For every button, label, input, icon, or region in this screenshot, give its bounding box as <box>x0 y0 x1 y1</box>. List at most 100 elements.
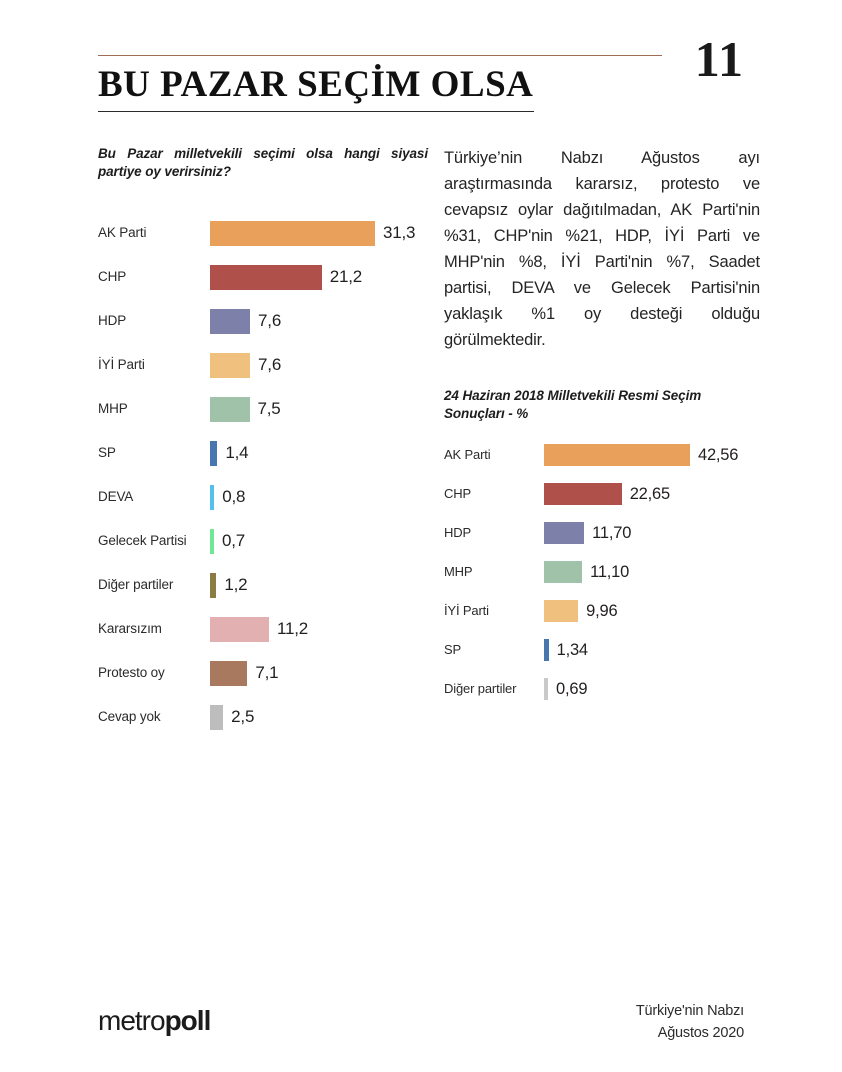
bar-category-label: HDP <box>444 524 471 540</box>
bar-track: 21,2 <box>210 264 428 290</box>
bar-track: 7,6 <box>210 308 428 334</box>
bar-category-label: AK Parti <box>98 225 147 240</box>
bar-category-label: SP <box>444 641 462 657</box>
chart-row: AK Parti 42,56 <box>444 435 760 474</box>
page-number: 11 <box>694 31 744 87</box>
bar-category-label: Kararsızım <box>98 621 162 636</box>
bar-category-label: CHP <box>444 485 471 501</box>
bar-value-label: 7,1 <box>255 663 279 682</box>
bar-track: 7,1 <box>210 660 428 686</box>
bar <box>210 616 270 642</box>
bar <box>210 704 224 730</box>
bar-track: 42,56 <box>544 443 760 466</box>
bar-value-label: 21,2 <box>329 267 363 286</box>
bar <box>544 677 548 700</box>
chart-row: AK Parti 31,3 <box>98 211 428 255</box>
bar-value-label: 1,34 <box>556 640 589 659</box>
chart-row: İYİ Parti 7,6 <box>98 343 428 387</box>
bar-value-label: 11,2 <box>277 619 309 638</box>
chart-row: Diğer partiler 0,69 <box>444 669 760 708</box>
left-column: Bu Pazar milletvekili seçimi olsa hangi … <box>98 145 428 739</box>
chart-row: HDP 11,70 <box>444 513 760 552</box>
bar-category-label: HDP <box>98 313 127 328</box>
bar-value-label: 0,69 <box>556 679 588 698</box>
bar-value-label: 11,70 <box>592 523 632 542</box>
bar-track: 7,5 <box>210 396 428 422</box>
footer-note: Türkiye'nin Nabzı Ağustos 2020 <box>636 1000 744 1044</box>
bar-value-label: 0,8 <box>222 487 246 506</box>
bar-category-label: SP <box>98 445 116 460</box>
chart-row: DEVA 0,8 <box>98 475 428 519</box>
bar-category-label: MHP <box>98 401 128 416</box>
bar <box>210 484 215 510</box>
bar-category-label: Cevap yok <box>98 709 161 724</box>
metropoll-logo: metropoll <box>98 1004 212 1038</box>
right-column: Türkiye’nin Nabzı Ağustos ayı araştırmas… <box>444 145 760 708</box>
logo-prefix: metro <box>98 1005 166 1036</box>
bar-category-label: CHP <box>98 269 127 284</box>
chart-row: İYİ Parti 9,96 <box>444 591 760 630</box>
chart-row: Cevap yok 2,5 <box>98 695 428 739</box>
poll-question: Bu Pazar milletvekili seçimi olsa hangi … <box>98 146 428 179</box>
bar-value-label: 9,96 <box>586 601 618 620</box>
bar-value-label: 7,6 <box>258 355 282 374</box>
footer-note-line2: Ağustos 2020 <box>657 1025 744 1041</box>
bar-value-label: 11,10 <box>590 562 630 581</box>
bar-track: 11,10 <box>544 560 760 583</box>
bar-value-label: 1,2 <box>224 575 248 594</box>
bar-value-label: 2,5 <box>231 707 255 726</box>
bar-track: 2,5 <box>210 704 428 730</box>
poll-chart: AK Parti 31,3 CHP 21,2 HDP 7,6 İYİ Parti 7,6 MHP… <box>98 211 428 739</box>
header-rule <box>98 55 662 56</box>
bar <box>544 560 583 583</box>
official-results-chart: AK Parti 42,56 CHP 22,65 HDP 11,70 MHP 11,10 İYİ… <box>444 435 760 708</box>
bar <box>210 352 251 378</box>
page-header: 11 BU PAZAR SEÇİM OLSA <box>98 34 744 114</box>
bar-category-label: Diğer partiler <box>98 577 174 592</box>
bar-track: 11,2 <box>210 616 428 642</box>
bar-category-label: MHP <box>444 563 473 579</box>
summary-paragraph: Türkiye’nin Nabzı Ağustos ayı araştırmas… <box>444 149 760 349</box>
title-underline <box>98 111 534 112</box>
bar-track: 11,70 <box>544 521 760 544</box>
chart-row: CHP 21,2 <box>98 255 428 299</box>
chart-row: MHP 7,5 <box>98 387 428 431</box>
bar-category-label: DEVA <box>98 489 134 504</box>
bar-track: 9,96 <box>544 599 760 622</box>
bar-track: 1,34 <box>544 638 760 661</box>
bar <box>210 220 375 246</box>
bar-value-label: 1,4 <box>225 443 249 462</box>
bar-track: 1,4 <box>210 440 428 466</box>
bar <box>210 264 322 290</box>
bar <box>544 638 549 661</box>
bar <box>210 396 250 422</box>
bar-value-label: 42,56 <box>697 445 739 464</box>
bar-category-label: Diğer partiler <box>444 680 517 696</box>
chart-row: SP 1,4 <box>98 431 428 475</box>
bar <box>210 528 214 554</box>
bar-track: 0,69 <box>544 677 760 700</box>
official-results-title: 24 Haziran 2018 Milletvekili Resmi Seçim… <box>444 388 702 421</box>
bar <box>544 443 690 466</box>
bar-category-label: Protesto oy <box>98 665 165 680</box>
bar-track: 0,7 <box>210 528 428 554</box>
bar-value-label: 7,6 <box>258 311 282 330</box>
bar-value-label: 22,65 <box>629 484 670 503</box>
logo-suffix: poll <box>164 1005 212 1036</box>
bar-track: 22,65 <box>544 482 760 505</box>
footer-note-line1: Türkiye'nin Nabzı <box>635 1003 744 1019</box>
chart-row: Kararsızım 11,2 <box>98 607 428 651</box>
bar <box>210 572 217 598</box>
bar-track: 7,6 <box>210 352 428 378</box>
bar <box>210 440 218 466</box>
bar <box>210 660 248 686</box>
chart-row: SP 1,34 <box>444 630 760 669</box>
bar <box>544 599 579 622</box>
bar-value-label: 31,3 <box>382 223 416 242</box>
chart-row: Protesto oy 7,1 <box>98 651 428 695</box>
bar-category-label: İYİ Parti <box>98 357 145 372</box>
bar-track: 0,8 <box>210 484 428 510</box>
page-footer: metropoll Türkiye'nin Nabzı Ağustos 2020 <box>98 1000 744 1056</box>
chart-row: Diğer partiler 1,2 <box>98 563 428 607</box>
